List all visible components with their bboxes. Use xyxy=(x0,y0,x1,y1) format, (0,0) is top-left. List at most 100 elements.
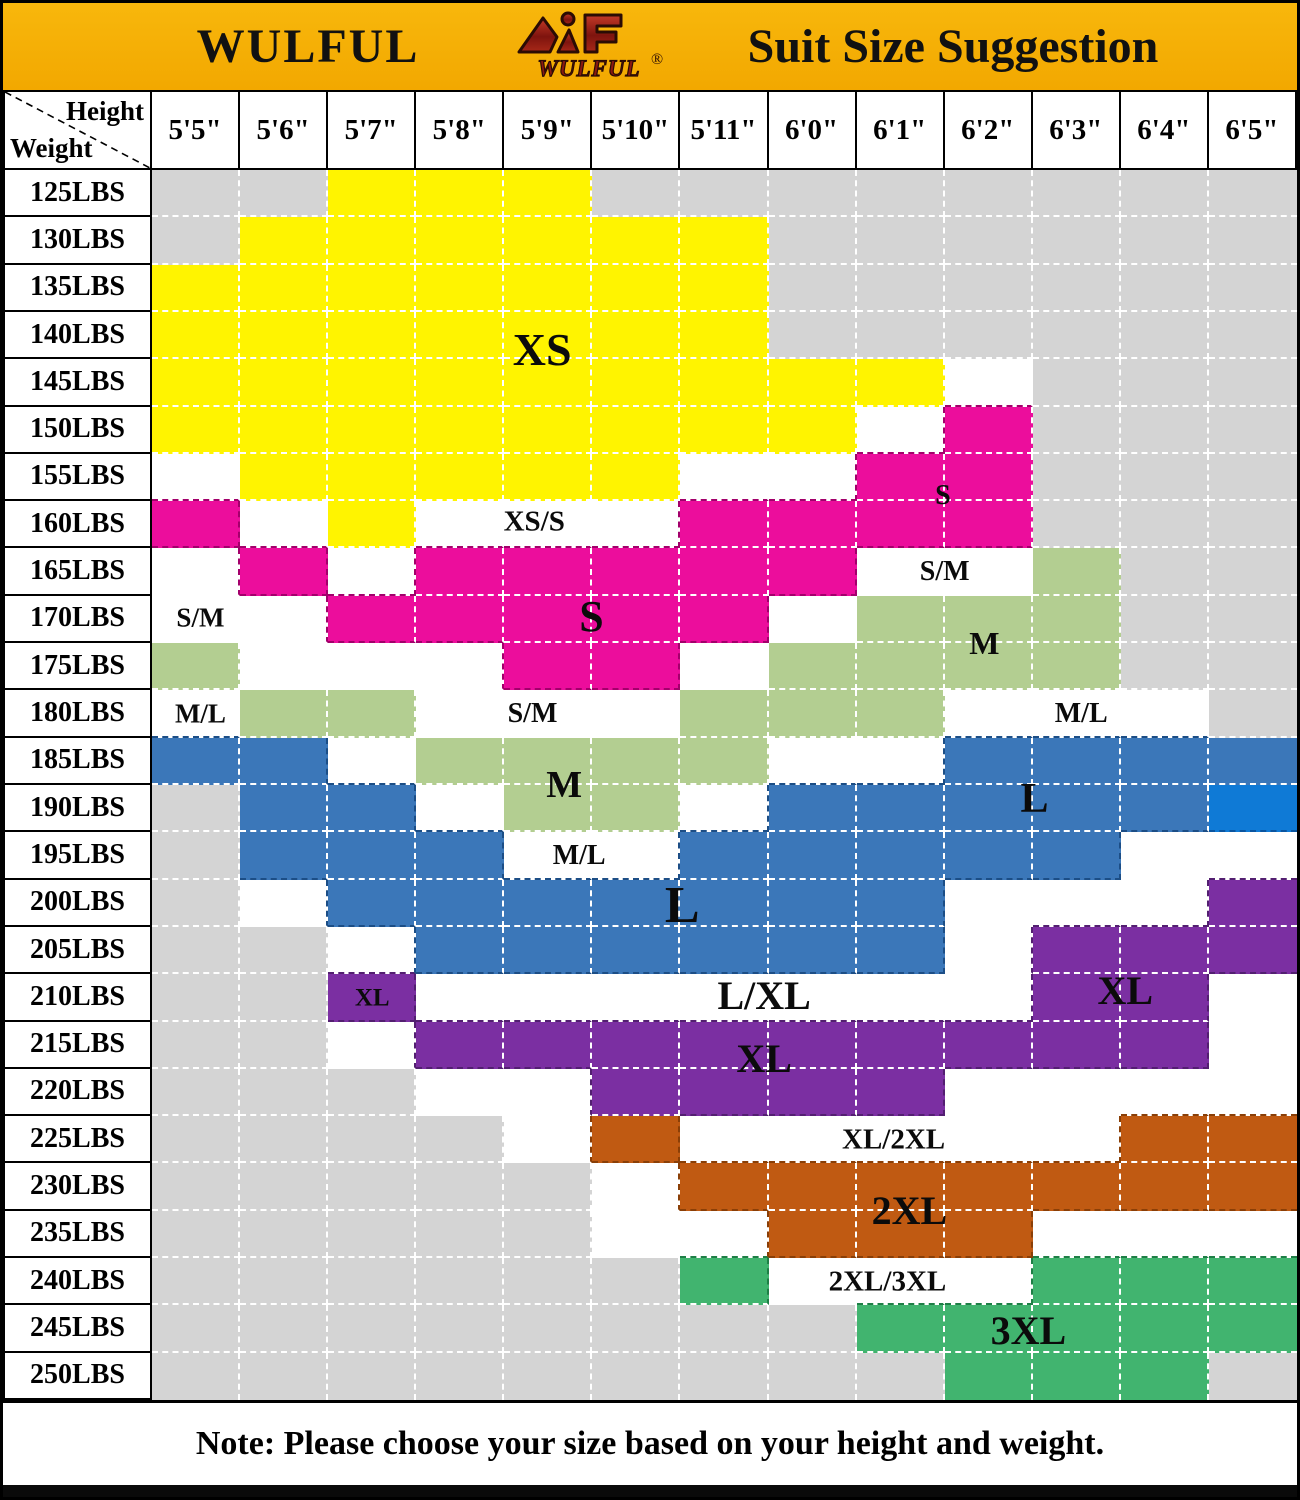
size-cell xyxy=(592,217,681,265)
size-cell xyxy=(240,311,329,360)
weight-row-label: 170LBS xyxy=(3,593,152,644)
size-cell xyxy=(1208,1352,1297,1400)
size-cell xyxy=(1208,1163,1297,1211)
weight-row-label: 195LBS xyxy=(3,830,152,880)
size-cell xyxy=(944,1068,1033,1117)
size-cell xyxy=(856,1163,945,1211)
size-cell xyxy=(856,643,945,691)
size-cell xyxy=(944,1210,1033,1259)
size-cell xyxy=(680,643,769,691)
weight-row-label: 240LBS xyxy=(3,1256,152,1306)
size-cell xyxy=(1032,359,1121,407)
size-cell xyxy=(240,1352,329,1400)
size-cell xyxy=(504,595,593,644)
size-cell xyxy=(856,311,945,360)
size-cell xyxy=(1208,1021,1297,1069)
size-cell xyxy=(1120,1068,1209,1117)
size-cell xyxy=(240,1258,329,1306)
size-cell xyxy=(152,1021,241,1069)
size-cell xyxy=(768,217,857,265)
size-cell xyxy=(504,926,593,975)
size-cell xyxy=(240,217,329,265)
corner-cell: Height Weight xyxy=(3,90,152,170)
size-cell xyxy=(856,359,945,407)
note-bar: Note: Please choose your size based on y… xyxy=(3,1400,1297,1497)
size-cell xyxy=(416,264,505,312)
size-cell xyxy=(152,595,241,644)
size-cell xyxy=(768,501,857,549)
height-column-header: 6'3" xyxy=(1030,90,1121,170)
size-cell xyxy=(944,359,1033,407)
size-cell xyxy=(1120,1352,1209,1400)
size-cell xyxy=(328,974,417,1022)
size-cell xyxy=(1208,311,1297,360)
size-cell xyxy=(152,217,241,265)
weight-row-label: 135LBS xyxy=(3,262,152,312)
weight-row-label: 180LBS xyxy=(3,688,152,738)
size-cell xyxy=(416,311,505,360)
size-cell xyxy=(856,785,945,833)
size-cell xyxy=(768,1068,857,1117)
corner-diagonal-line xyxy=(5,92,150,168)
size-cell xyxy=(504,1305,593,1353)
size-cell xyxy=(768,832,857,880)
size-cell xyxy=(504,737,593,785)
size-cell xyxy=(504,1068,593,1117)
size-cell xyxy=(1032,1163,1121,1211)
height-column-header: 5'11" xyxy=(678,90,769,170)
size-cell xyxy=(856,1210,945,1259)
size-cell xyxy=(1032,879,1121,927)
size-cell xyxy=(680,217,769,265)
size-cell xyxy=(152,453,241,502)
size-cell xyxy=(1032,406,1121,454)
size-cell xyxy=(416,501,505,549)
size-cell xyxy=(856,1116,945,1164)
size-cell xyxy=(1120,926,1209,975)
size-cell xyxy=(152,690,241,738)
size-cell xyxy=(592,1021,681,1069)
weight-row-label: 175LBS xyxy=(3,641,152,691)
size-cell xyxy=(240,926,329,975)
size-cell xyxy=(152,311,241,360)
size-cell xyxy=(240,974,329,1022)
size-cell xyxy=(1032,264,1121,312)
weight-row-label: 215LBS xyxy=(3,1019,152,1069)
weight-row-label: 225LBS xyxy=(3,1114,152,1164)
size-cell xyxy=(152,926,241,975)
size-cell xyxy=(328,1021,417,1069)
size-cell xyxy=(768,264,857,312)
size-cell xyxy=(328,1210,417,1259)
size-cell xyxy=(680,1352,769,1400)
logo-registered-mark: ® xyxy=(651,51,663,68)
size-cell xyxy=(416,1210,505,1259)
size-cell xyxy=(944,1163,1033,1211)
size-cell xyxy=(240,1305,329,1353)
size-cell xyxy=(768,926,857,975)
size-cell xyxy=(328,643,417,691)
size-cell xyxy=(1120,974,1209,1022)
height-column-header: 6'5" xyxy=(1206,90,1297,170)
size-cell xyxy=(504,453,593,502)
size-cell xyxy=(504,879,593,927)
size-cell xyxy=(504,785,593,833)
size-cell xyxy=(856,1068,945,1117)
size-cell xyxy=(856,453,945,502)
weight-row-label: 220LBS xyxy=(3,1066,152,1117)
size-cell xyxy=(592,501,681,549)
size-cell xyxy=(856,501,945,549)
size-cell xyxy=(416,1258,505,1306)
size-cell xyxy=(1032,1352,1121,1400)
size-cell xyxy=(944,1258,1033,1306)
size-cell xyxy=(768,879,857,927)
size-cell xyxy=(1120,1258,1209,1306)
weight-row-label: 140LBS xyxy=(3,309,152,360)
size-cell xyxy=(504,1163,593,1211)
size-cell xyxy=(944,737,1033,785)
size-cell xyxy=(240,1163,329,1211)
size-cell xyxy=(1208,1068,1297,1117)
size-cell xyxy=(328,1258,417,1306)
size-cell xyxy=(152,548,241,596)
size-cell xyxy=(1208,501,1297,549)
size-cell xyxy=(680,1305,769,1353)
